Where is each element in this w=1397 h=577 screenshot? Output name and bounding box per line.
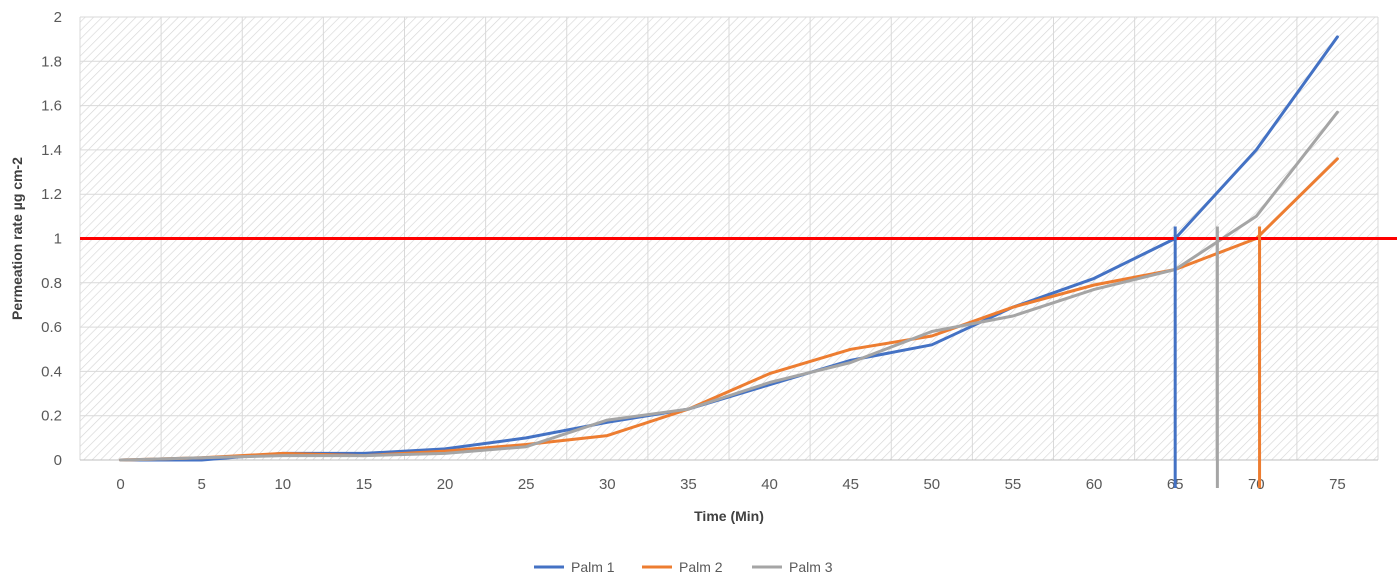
x-tick-label: 45 <box>842 476 859 493</box>
x-tick-label: 25 <box>518 476 535 493</box>
y-axis-ticks: 0 0.2 0.4 0.6 0.8 1 1.2 1.4 1.6 1.8 2 <box>41 9 62 469</box>
y-tick-label: 1.2 <box>41 186 62 203</box>
x-tick-label: 30 <box>599 476 616 493</box>
x-tick-label: 60 <box>1086 476 1103 493</box>
x-tick-label: 20 <box>437 476 454 493</box>
x-tick-label: 35 <box>680 476 697 493</box>
y-axis-title: Permeation rate µg cm-2 <box>9 157 25 320</box>
x-axis-ticks: 051015202530354045505560657075 <box>116 476 1345 493</box>
legend: Palm 1 Palm 2 Palm 3 <box>534 559 833 575</box>
x-tick-label: 75 <box>1329 476 1346 493</box>
x-tick-label: 70 <box>1248 476 1265 493</box>
legend-label-1: Palm 1 <box>571 559 615 575</box>
x-tick-label: 55 <box>1005 476 1022 493</box>
x-axis-title: Time (Min) <box>694 508 764 524</box>
x-tick-label: 40 <box>761 476 778 493</box>
y-tick-label: 2 <box>54 9 62 26</box>
x-tick-label: 15 <box>356 476 373 493</box>
x-tick-label: 0 <box>116 476 124 493</box>
y-tick-label: 1.8 <box>41 53 62 70</box>
x-tick-label: 10 <box>274 476 291 493</box>
series-line-3 <box>119 110 1339 462</box>
annotations <box>80 226 1397 488</box>
y-tick-label: 0.4 <box>41 363 62 380</box>
y-tick-label: 1.4 <box>41 142 62 159</box>
y-tick-label: 0.6 <box>41 319 62 336</box>
legend-label-2: Palm 2 <box>679 559 723 575</box>
legend-label-3: Palm 3 <box>789 559 833 575</box>
x-tick-label: 50 <box>923 476 940 493</box>
y-tick-label: 0 <box>54 452 62 469</box>
y-tick-label: 0.8 <box>41 275 62 292</box>
series-lines <box>119 35 1339 462</box>
y-tick-label: 1.6 <box>41 98 62 115</box>
x-tick-label: 5 <box>198 476 206 493</box>
y-tick-label: 0.2 <box>41 408 62 425</box>
y-tick-label: 1 <box>54 231 62 248</box>
